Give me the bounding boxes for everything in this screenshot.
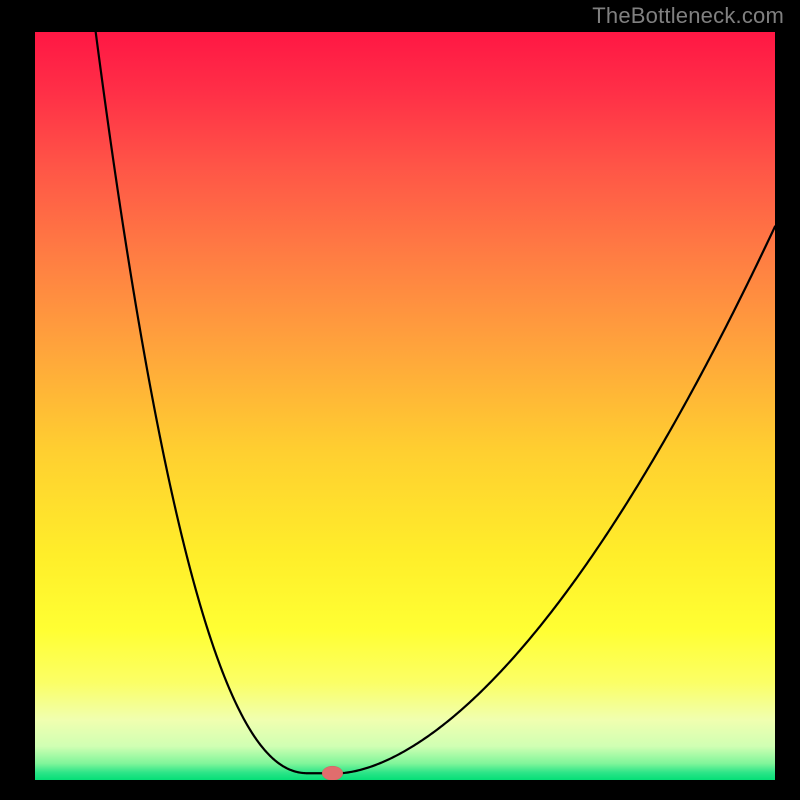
plot-area [35,32,775,780]
bottleneck-curve-chart [35,32,775,780]
watermark-text: TheBottleneck.com [592,0,784,32]
optimal-point-marker [322,766,343,780]
gradient-background [35,32,775,780]
